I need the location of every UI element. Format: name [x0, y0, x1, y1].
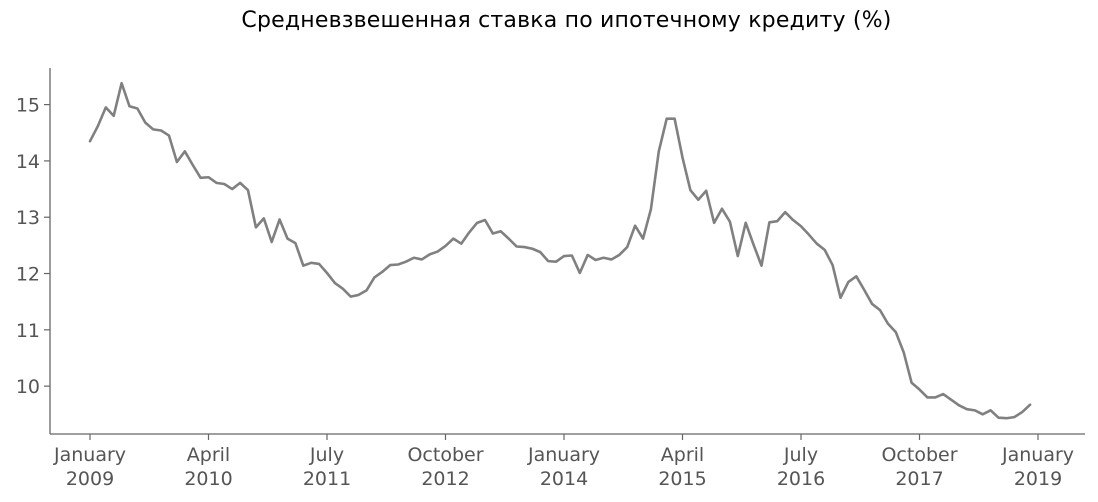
axes	[49, 68, 1085, 435]
y-tick-label: 10	[16, 376, 40, 398]
x-tick-label: 2014	[540, 468, 588, 490]
x-tick-label: January	[53, 444, 126, 466]
x-tick-label: April	[187, 444, 230, 466]
x-tick-label: 2011	[303, 468, 351, 490]
x-tick-label: January	[1001, 444, 1074, 466]
x-tick-label: 2010	[184, 468, 232, 490]
y-tick-label: 14	[16, 151, 40, 173]
x-tick-label: 2017	[895, 468, 943, 490]
y-tick-label: 11	[16, 320, 40, 342]
chart-title: Средневзвешенная ставка по ипотечному кр…	[241, 8, 892, 33]
ticks: 101112131415January2009April2010July2011…	[16, 95, 1074, 490]
y-tick-label: 12	[16, 264, 40, 286]
y-tick-label: 15	[16, 95, 40, 117]
x-tick-label: 2012	[421, 468, 469, 490]
series-line-0	[88, 81, 1032, 420]
x-tick-label: 2015	[658, 468, 706, 490]
x-tick-label: 2009	[66, 468, 114, 490]
y-tick-label: 13	[16, 207, 40, 229]
x-tick-label: October	[881, 444, 957, 466]
x-tick-label: April	[661, 444, 704, 466]
x-tick-label: January	[527, 444, 600, 466]
x-tick-label: July	[309, 444, 344, 466]
series-layer	[88, 81, 1032, 420]
x-tick-label: 2019	[1014, 468, 1062, 490]
x-tick-label: 2016	[777, 468, 825, 490]
x-tick-label: October	[407, 444, 483, 466]
x-tick-label: July	[783, 444, 818, 466]
